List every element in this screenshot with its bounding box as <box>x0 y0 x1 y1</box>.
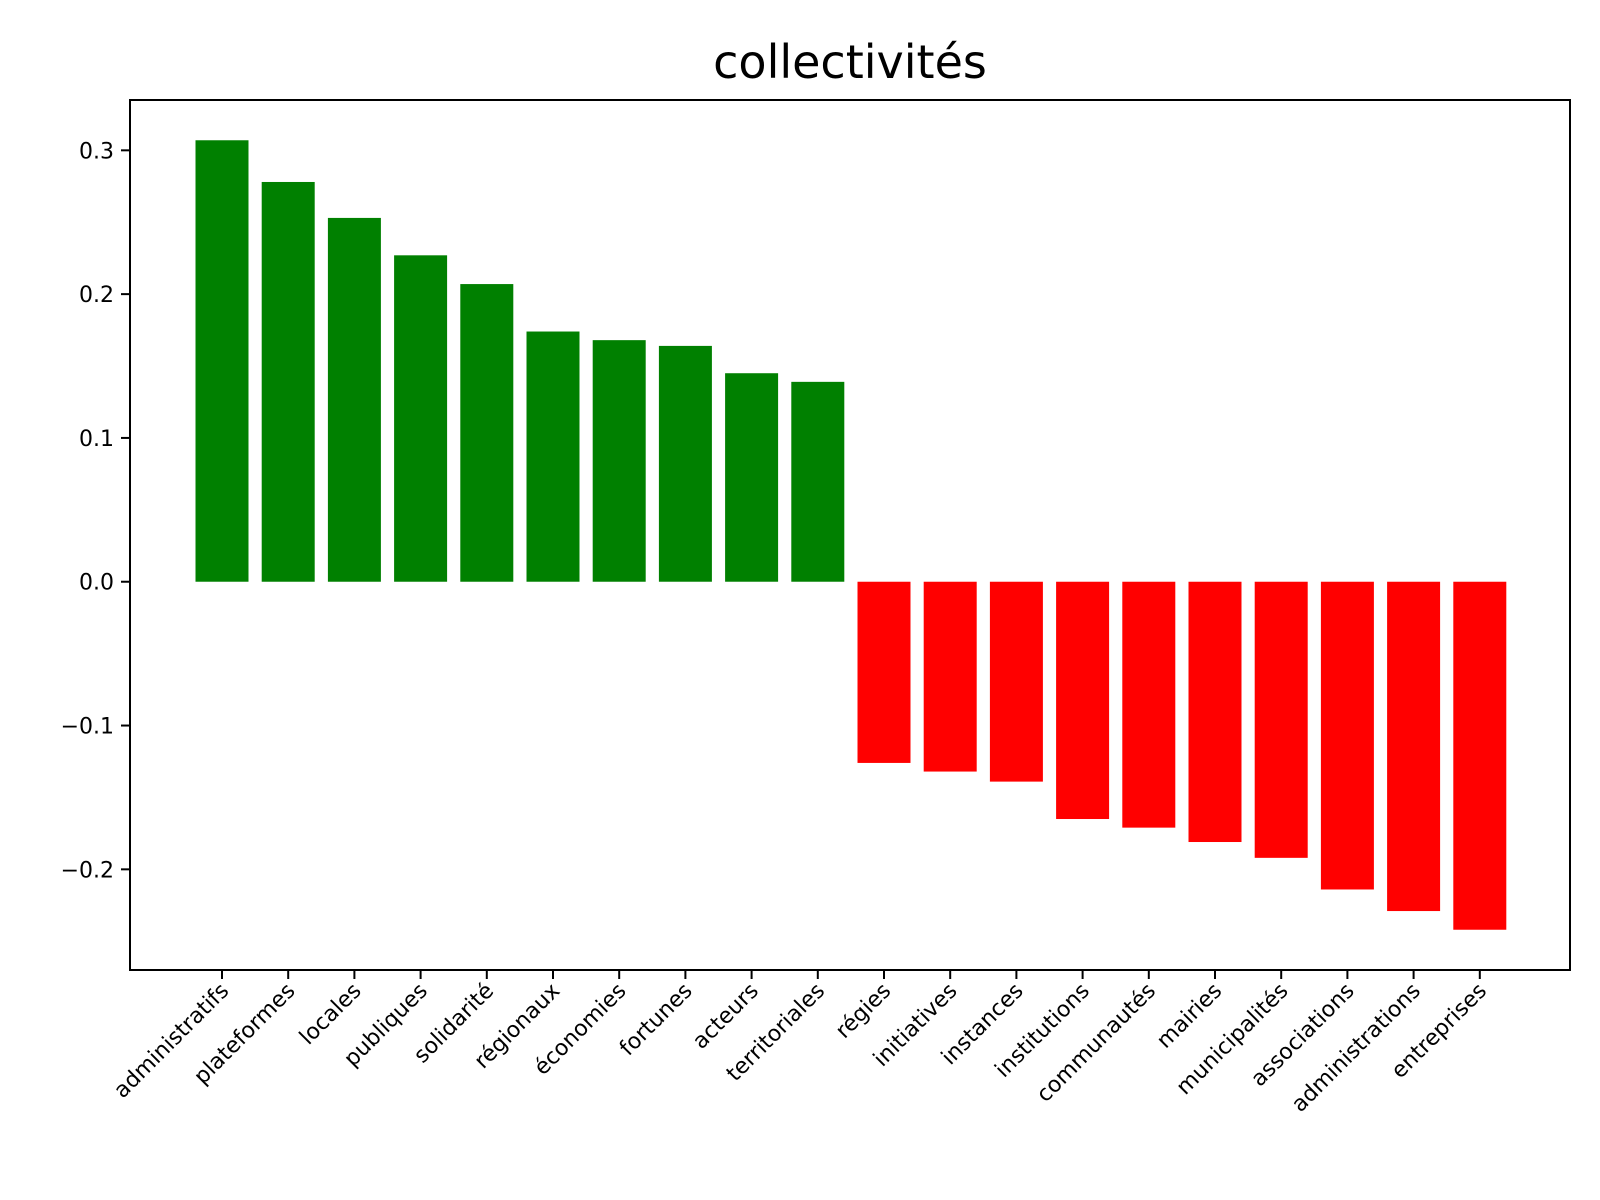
x-tick-label: fortunes <box>615 979 698 1062</box>
bar-3 <box>327 217 381 582</box>
bar-4 <box>394 255 448 582</box>
y-tick-label: 0.3 <box>79 139 114 164</box>
bars-group <box>195 140 1507 930</box>
bar-10 <box>791 381 845 582</box>
y-tick-label: 0.0 <box>79 571 114 596</box>
bar-16 <box>1188 581 1242 843</box>
y-tick-label: 0.2 <box>79 283 114 308</box>
y-tick-label: −0.1 <box>61 715 114 740</box>
bar-6 <box>526 331 580 582</box>
bar-7 <box>592 340 646 582</box>
chart-title: collectivités <box>713 35 987 89</box>
x-axis: administratifsplateformeslocalespublique… <box>109 970 1492 1117</box>
x-tick-label: administratifs <box>109 979 234 1104</box>
bar-2 <box>261 181 315 582</box>
bar-17 <box>1254 581 1308 858</box>
bar-1 <box>195 140 249 582</box>
bar-12 <box>923 581 977 772</box>
x-tick-label: communautés <box>1032 979 1161 1108</box>
y-axis: −0.2 −0.1 0.0 0.1 0.2 0.3 <box>61 139 130 883</box>
bar-11 <box>857 581 911 763</box>
y-tick-label: 0.1 <box>79 427 114 452</box>
bar-9 <box>725 373 779 582</box>
plot-frame <box>129 99 1571 971</box>
x-tick-label: régies <box>831 979 896 1044</box>
bar-15 <box>1122 581 1176 828</box>
bar-19 <box>1387 581 1441 912</box>
y-tick-label: −0.2 <box>61 858 114 883</box>
bar-8 <box>658 345 712 582</box>
bar-13 <box>989 581 1043 782</box>
bar-5 <box>460 284 514 582</box>
bar-14 <box>1056 581 1110 820</box>
bar-18 <box>1320 581 1374 890</box>
bar-20 <box>1453 581 1507 930</box>
